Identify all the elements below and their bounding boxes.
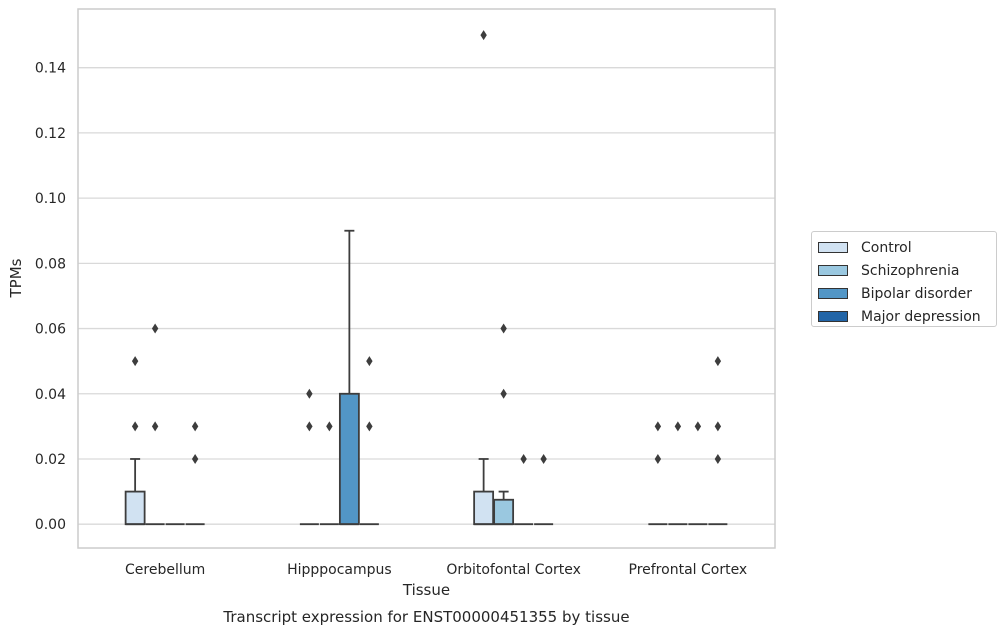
box-group bbox=[338, 229, 360, 526]
legend-item-schizophrenia: Schizophrenia bbox=[818, 259, 996, 282]
outlier-point bbox=[694, 421, 702, 432]
y-tick-label: 0.14 bbox=[35, 61, 66, 77]
outlier-point bbox=[306, 421, 313, 432]
box-group bbox=[145, 323, 165, 526]
legend-swatch-major-depression bbox=[818, 311, 848, 322]
legend-label: Major depression bbox=[861, 308, 981, 325]
outlier-point bbox=[674, 421, 682, 432]
box bbox=[338, 392, 360, 526]
outlier-point bbox=[191, 421, 199, 432]
outlier-point bbox=[500, 388, 507, 399]
plot-frame bbox=[77, 8, 776, 549]
outlier-point bbox=[131, 421, 139, 432]
box-group bbox=[185, 421, 205, 526]
grid-lines bbox=[78, 67, 775, 525]
x-tick-label: Hipppocampus bbox=[287, 562, 392, 578]
outlier-point bbox=[480, 30, 487, 41]
outlier-point bbox=[654, 453, 662, 464]
outlier-point bbox=[131, 356, 139, 367]
box bbox=[493, 498, 515, 526]
x-tick-labels: Cerebellum Hipppocampus Orbitofontal Corte… bbox=[125, 562, 747, 578]
chart-title: Transcript expression for ENST0000045135… bbox=[222, 608, 629, 626]
outlier-point bbox=[714, 421, 722, 432]
box-group bbox=[473, 30, 495, 526]
box-group bbox=[359, 356, 379, 526]
outlier-point bbox=[540, 453, 547, 464]
legend-item-major-depression: Major depression bbox=[818, 305, 996, 328]
outlier-point bbox=[151, 421, 159, 432]
outlier-point bbox=[366, 356, 373, 367]
legend: Control Schizophrenia Bipolar disorder M… bbox=[811, 231, 997, 327]
y-tick-label: 0.08 bbox=[35, 256, 66, 272]
legend-swatch-schizophrenia bbox=[818, 265, 848, 276]
outlier-point bbox=[500, 323, 507, 334]
legend-label: Schizophrenia bbox=[861, 262, 960, 279]
legend-item-bipolar-disorder: Bipolar disorder bbox=[818, 282, 996, 305]
y-tick-label: 0.04 bbox=[35, 387, 66, 403]
outlier-point bbox=[326, 421, 333, 432]
box-plots bbox=[124, 30, 728, 526]
box bbox=[124, 490, 146, 526]
box-group bbox=[688, 421, 708, 526]
outlier-point bbox=[714, 356, 722, 367]
y-tick-label: 0.02 bbox=[35, 452, 66, 468]
box-group bbox=[124, 356, 146, 526]
outlier-point bbox=[306, 388, 313, 399]
legend-label: Control bbox=[861, 239, 912, 256]
box-group bbox=[493, 323, 515, 526]
box-group bbox=[514, 453, 534, 526]
legend-label: Bipolar disorder bbox=[861, 285, 973, 302]
legend-swatch-bipolar-disorder bbox=[818, 288, 848, 299]
y-tick-label: 0.06 bbox=[35, 322, 66, 338]
outlier-point bbox=[151, 323, 159, 334]
x-tick-label: Orbitofontal Cortex bbox=[446, 562, 581, 578]
x-tick-label: Cerebellum bbox=[125, 562, 205, 578]
y-axis-title: TPMs bbox=[7, 258, 25, 298]
box-group bbox=[648, 421, 668, 526]
outlier-point bbox=[714, 453, 722, 464]
outlier-point bbox=[520, 453, 527, 464]
y-tick-label: 0.10 bbox=[35, 191, 66, 207]
box-group bbox=[668, 421, 688, 526]
y-tick-label: 0.00 bbox=[35, 517, 66, 533]
box-group bbox=[534, 453, 554, 526]
y-tick-labels: 0.00 0.02 0.04 0.06 0.08 0.10 0.12 0.14 bbox=[35, 61, 66, 534]
box-group bbox=[299, 388, 319, 526]
outlier-point bbox=[191, 453, 199, 464]
outlier-point bbox=[366, 421, 373, 432]
y-tick-label: 0.12 bbox=[35, 126, 66, 142]
box-group bbox=[708, 356, 728, 526]
box-group bbox=[319, 421, 339, 526]
x-axis-title: Tissue bbox=[402, 581, 450, 599]
legend-swatch-control bbox=[818, 242, 848, 253]
outlier-point bbox=[654, 421, 662, 432]
x-tick-label: Prefrontal Cortex bbox=[629, 562, 748, 578]
box bbox=[473, 490, 495, 526]
legend-item-control: Control bbox=[818, 236, 996, 259]
